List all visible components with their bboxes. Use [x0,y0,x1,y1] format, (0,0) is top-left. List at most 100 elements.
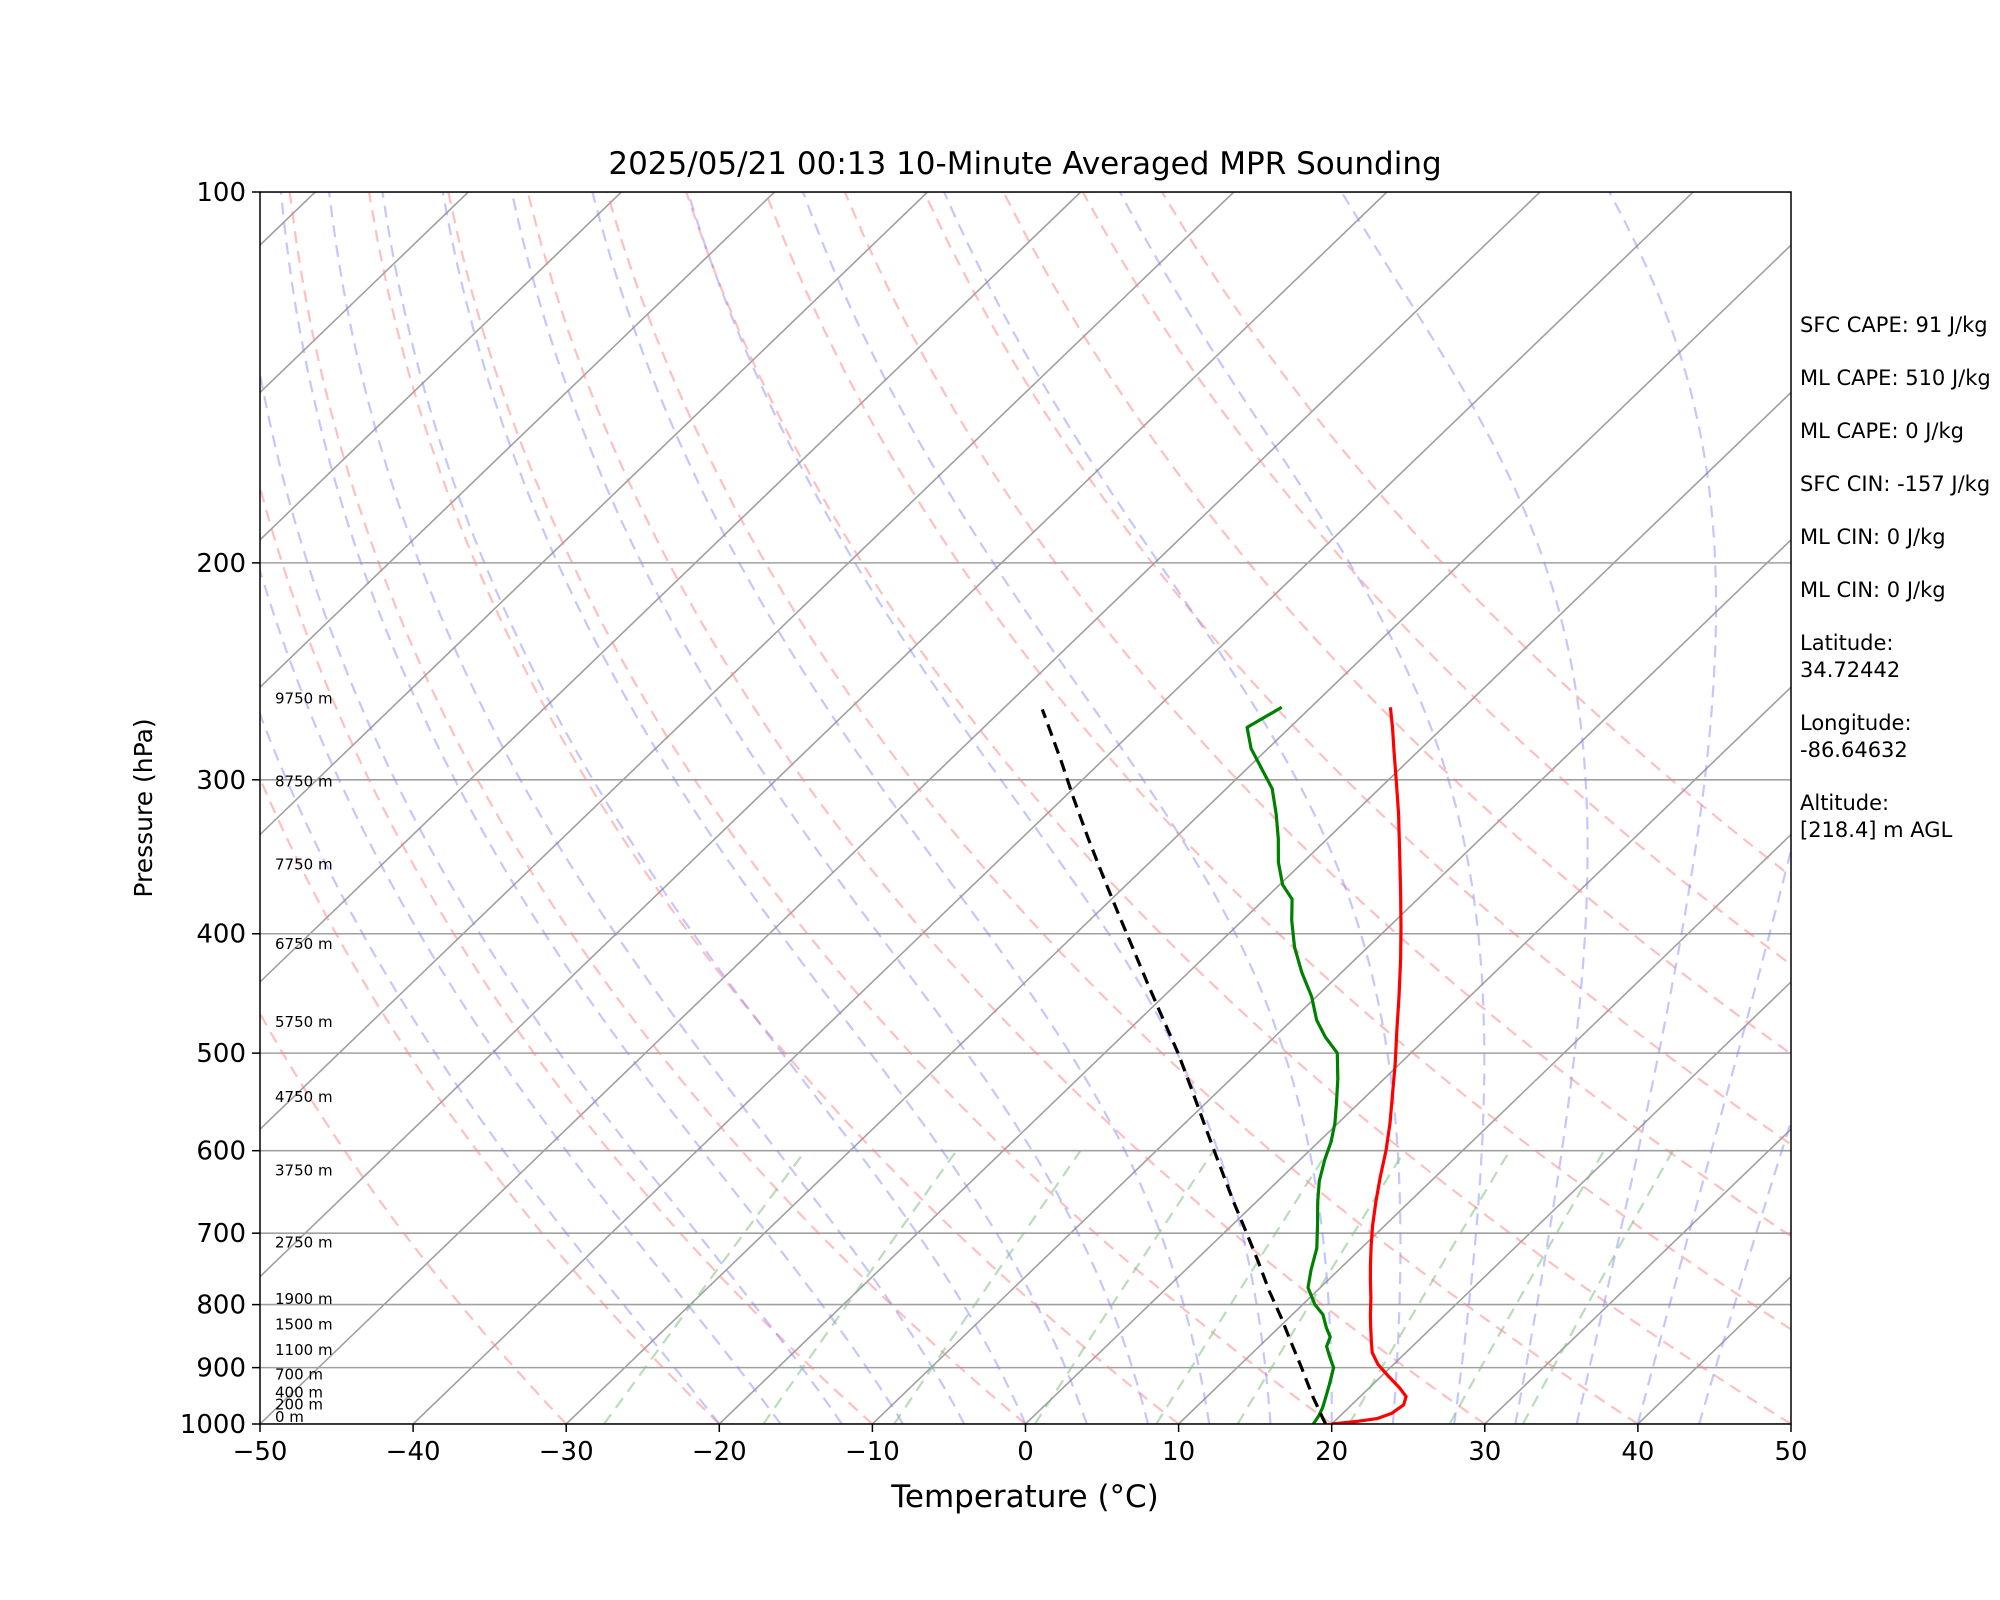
moist-adiabat-line [1575,192,1718,1424]
y-tick-label: 500 [196,1039,246,1069]
isotherm-line [260,192,929,836]
mixing-ratio-line [893,1150,1082,1424]
dry-adiabat-line [923,192,1791,1146]
mixing-ratio-line [1448,1150,1605,1424]
stat-sfc-cin: SFC CIN: -157 J/kg [1800,472,1991,496]
y-tick-label: 700 [196,1219,246,1249]
x-tick-label: −30 [539,1437,594,1467]
moist-adiabat-line [801,192,1333,1424]
height-label: 700 m [275,1366,323,1384]
profile-lines [1040,705,1408,1424]
dry-adiabat-line [260,1011,567,1424]
mixing-ratio-line [1236,1150,1406,1424]
moist-adiabat-line [510,192,1150,1424]
height-label: 4750 m [275,1088,333,1106]
stat-ml-cin-2: ML CIN: 0 J/kg [1800,578,1946,602]
isotherm-line [871,538,1791,1424]
y-axis-ticks: 100 200 300 400 500 600 700 800 900 1000 [180,178,260,1440]
moist-adiabat-line [1698,1117,1791,1424]
x-tick-label: −20 [692,1437,747,1467]
y-tick-label: 900 [196,1354,246,1384]
stat-ml-cape: ML CAPE: 510 J/kg [1800,366,1991,390]
dry-adiabat-line [1161,192,1791,878]
y-tick-label: 100 [196,178,246,208]
x-tick-label: 10 [1162,1437,1195,1467]
grid-lines [0,192,1791,1424]
dry-adiabat-line [764,192,1791,1331]
dry-adiabat-line [685,192,1791,1424]
isotherm-line [1484,1128,1791,1424]
x-tick-label: −10 [845,1437,900,1467]
x-tick-label: −40 [386,1437,441,1467]
mixing-ratio-line [1521,1150,1674,1424]
stat-sfc-cape: SFC CAPE: 91 J/kg [1800,313,1988,337]
y-tick-label: 1000 [180,1410,246,1440]
y-axis-label: Pressure (hPa) [129,718,158,897]
y-tick-label: 300 [196,766,246,796]
x-tick-label: 30 [1468,1437,1501,1467]
height-label: 400 m [275,1383,323,1401]
isotherm-line [1178,833,1791,1424]
x-axis-ticks: −50 −40 −30 −20 −10 0 10 20 30 40 50 [233,1424,1808,1467]
isotherm-line [260,192,776,689]
isotherm-line [260,192,1541,1424]
stat-longitude: Longitude: -86.64632 [1800,711,1912,762]
moist-adiabat-line [686,192,1272,1424]
isotherm-line [1024,686,1791,1424]
temperature-line [1331,707,1408,1424]
dry-adiabat-line [367,192,1180,1424]
mixing-ratio-line [1033,1150,1215,1424]
moist-adiabat-line [381,192,1027,1424]
moist-adiabat-line [943,192,1402,1424]
y-tick-label: 600 [196,1137,246,1167]
plot-frame [259,191,1792,1425]
isotherm-line [412,192,1694,1424]
isotherm-line [565,244,1791,1424]
isotherm-line [1331,980,1791,1424]
x-tick-label: 50 [1774,1437,1807,1467]
y-tick-label: 800 [196,1291,246,1321]
mixing-ratio-line [762,1150,958,1424]
stat-ml-cin: ML CIN: 0 J/kg [1800,525,1946,549]
chart-title: 2025/05/21 00:13 10-Minute Averaged MPR … [608,146,1441,182]
isotherm-line [0,192,9,1424]
x-tick-label: −50 [233,1437,288,1467]
isotherm-line [260,192,1235,1131]
dry-adiabat-line [1002,192,1791,1056]
sounding-stats-panel: SFC CAPE: 91 J/kg ML CAPE: 510 J/kg ML C… [1800,312,2000,870]
height-label: 0 m [275,1408,304,1426]
moist-adiabat-line [1340,192,1589,1424]
mixing-ratio-line [1155,1150,1330,1424]
dry-adiabat-line [260,775,721,1424]
x-tick-label: 20 [1315,1437,1348,1467]
moist-adiabat-line [279,192,904,1424]
dry-adiabat-line [843,192,1791,1238]
parcel-profile-line [1040,708,1328,1424]
y-tick-label: 400 [196,920,246,950]
y-tick-label: 200 [196,549,246,579]
height-label: 2750 m [275,1234,333,1252]
height-label: 6750 m [275,935,333,953]
isotherm-line [718,391,1791,1424]
height-label: 200 m [275,1396,323,1414]
stat-altitude: Altitude: [218.4] m AGL [1800,791,1953,842]
moist-adiabat-line [260,367,843,1424]
isotherm-line [260,192,1388,1278]
height-label: 3750 m [275,1162,333,1180]
dry-adiabat-line [1081,192,1791,966]
moist-adiabat-line [1118,192,1486,1424]
height-label: 1100 m [275,1341,333,1359]
moist-adiabat-line [328,192,966,1424]
moist-adiabat-line [260,566,782,1424]
height-label: 5750 m [275,1013,333,1031]
moist-adiabat-line [441,192,1088,1424]
stat-ml-cape-2: ML CAPE: 0 J/kg [1800,419,1965,443]
isotherm-line [260,192,1082,984]
moist-adiabat-line [260,711,721,1424]
height-label: 1500 m [275,1315,333,1333]
x-tick-label: 40 [1621,1437,1654,1467]
height-label: 9750 m [275,689,333,707]
dewpoint-line [1245,705,1340,1424]
